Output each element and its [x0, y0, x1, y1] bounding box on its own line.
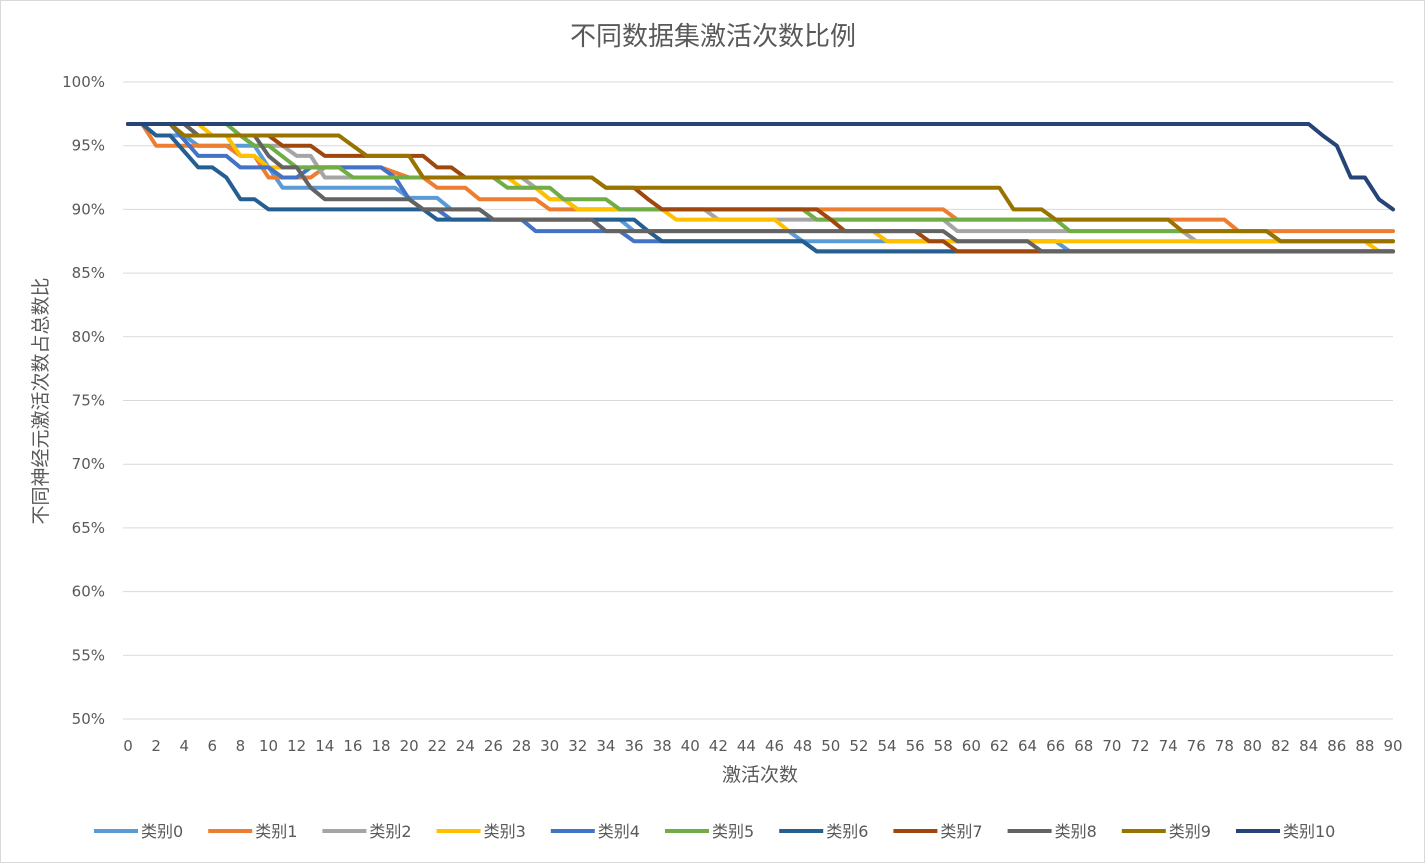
x-tick-label: 28 [512, 737, 531, 755]
series-lines [126, 122, 1395, 254]
y-tick-label: 65% [72, 519, 105, 537]
x-tick-label: 76 [1187, 737, 1206, 755]
x-tick-label: 14 [315, 737, 334, 755]
x-tick-label: 36 [624, 737, 643, 755]
x-tick-label: 22 [428, 737, 447, 755]
x-tick-label: 60 [962, 737, 981, 755]
legend-label: 类别9 [1169, 822, 1211, 841]
x-tick-label: 80 [1243, 737, 1262, 755]
x-tick-label: 50 [821, 737, 840, 755]
series-line-类别9 [126, 122, 1395, 244]
legend-label: 类别2 [369, 822, 411, 841]
series-line-类别10 [126, 122, 1395, 212]
x-tick-label: 6 [208, 737, 218, 755]
x-tick-label: 62 [990, 737, 1009, 755]
x-tick-label: 78 [1215, 737, 1234, 755]
x-tick-label: 20 [400, 737, 419, 755]
series-line-类别0 [126, 122, 1395, 254]
x-tick-label: 4 [179, 737, 189, 755]
x-tick-label: 30 [540, 737, 559, 755]
x-tick-label: 10 [259, 737, 278, 755]
x-tick-label: 90 [1383, 737, 1402, 755]
x-tick-label: 34 [596, 737, 615, 755]
x-tick-label: 82 [1271, 737, 1290, 755]
legend-label: 类别7 [940, 822, 982, 841]
y-axis-title: 不同神经元激活次数占总数比 [30, 277, 52, 524]
x-tick-label: 2 [151, 737, 161, 755]
y-tick-label: 85% [72, 264, 105, 282]
x-tick-label: 88 [1355, 737, 1374, 755]
x-tick-label: 48 [793, 737, 812, 755]
x-tick-label: 84 [1299, 737, 1318, 755]
legend-label: 类别10 [1283, 822, 1335, 841]
x-tick-label: 32 [568, 737, 587, 755]
legend-label: 类别5 [712, 822, 754, 841]
x-tick-label: 40 [681, 737, 700, 755]
y-tick-label: 55% [72, 646, 105, 664]
x-tick-label: 44 [737, 737, 756, 755]
y-tick-label: 75% [72, 392, 105, 410]
x-tick-label: 74 [1159, 737, 1178, 755]
y-tick-label: 90% [72, 200, 105, 218]
x-tick-label: 72 [1130, 737, 1149, 755]
x-tick-label: 0 [123, 737, 133, 755]
x-tick-label: 16 [343, 737, 362, 755]
x-tick-label: 46 [765, 737, 784, 755]
y-tick-label: 60% [72, 583, 105, 601]
y-tick-label: 50% [72, 710, 105, 728]
x-tick-label: 56 [906, 737, 925, 755]
x-tick-label: 8 [236, 737, 246, 755]
series-line-类别8 [126, 122, 1395, 254]
y-tick-label: 70% [72, 455, 105, 473]
y-tick-label: 100% [62, 73, 105, 91]
x-axis-ticks: 0 2 4 6 8 10 12 14 16 18 20 22 24 26 28 30 32 34 36 38 40 42 4… [123, 737, 1402, 755]
chart-title: 不同数据集激活次数比例 [570, 22, 856, 52]
y-axis-ticks: 50% 55% 60% 65% 70% 75% 80% 85% 90% 95% 100% [62, 73, 105, 728]
x-tick-label: 54 [877, 737, 896, 755]
x-tick-label: 18 [371, 737, 390, 755]
series-line-类别4 [126, 122, 1395, 254]
y-tick-label: 95% [72, 137, 105, 155]
x-tick-label: 86 [1327, 737, 1346, 755]
series-line-类别2 [126, 122, 1395, 244]
y-tick-label: 80% [72, 328, 105, 346]
legend-label: 类别6 [826, 822, 868, 841]
legend-label: 类别8 [1055, 822, 1097, 841]
x-tick-label: 64 [1018, 737, 1037, 755]
x-tick-label: 12 [287, 737, 306, 755]
series-line-类别1 [126, 122, 1395, 234]
legend-label: 类别0 [141, 822, 183, 841]
x-tick-label: 68 [1074, 737, 1093, 755]
x-tick-label: 24 [456, 737, 475, 755]
x-tick-label: 70 [1102, 737, 1121, 755]
x-tick-label: 38 [653, 737, 672, 755]
series-line-类别6 [126, 122, 1395, 254]
legend-label: 类别3 [484, 822, 526, 841]
series-line-类别5 [126, 122, 1395, 244]
legend: 类别0 类别1 类别2 类别3 类别4 类别5 类别6 类别7 类别8 类别9 类别10 [94, 822, 1335, 841]
x-tick-label: 42 [709, 737, 728, 755]
x-tick-label: 66 [1046, 737, 1065, 755]
x-axis-title: 激活次数 [722, 764, 798, 786]
x-tick-label: 26 [484, 737, 503, 755]
legend-label: 类别4 [598, 822, 640, 841]
x-tick-label: 52 [849, 737, 868, 755]
legend-label: 类别1 [255, 822, 297, 841]
x-tick-label: 58 [934, 737, 953, 755]
